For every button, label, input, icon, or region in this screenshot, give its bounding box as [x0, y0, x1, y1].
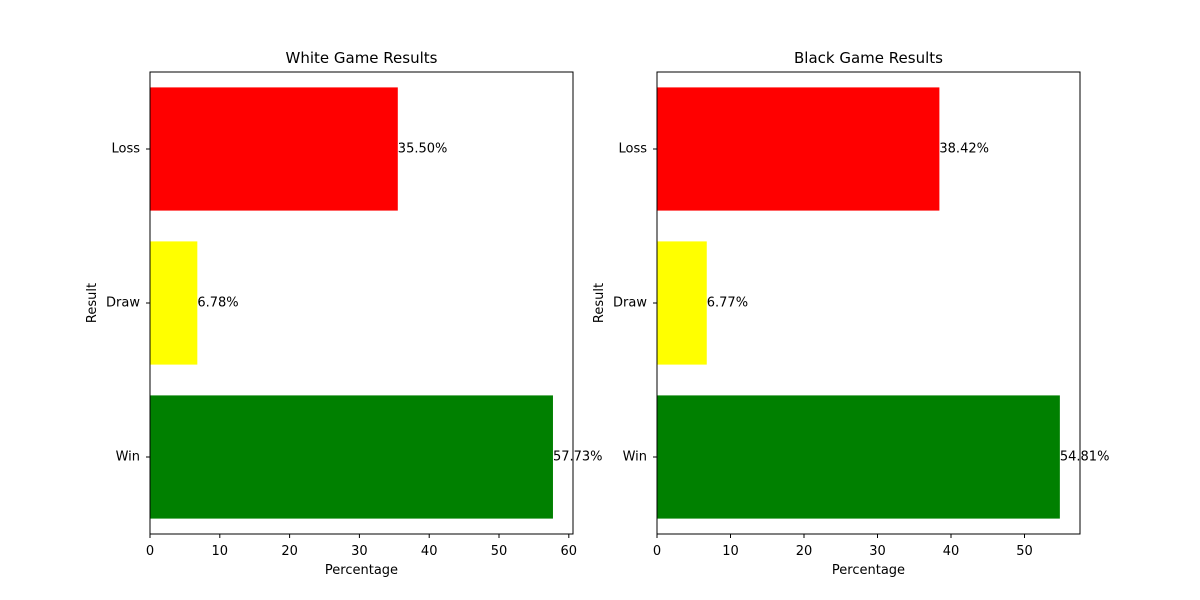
y-tick-label: Draw [106, 296, 140, 311]
value-label-draw: 6.78% [197, 296, 238, 311]
x-axis-label: Percentage [325, 563, 398, 578]
y-tick-label: Win [623, 450, 647, 465]
chart-title: White Game Results [286, 49, 438, 67]
x-tick-label: 40 [421, 544, 438, 559]
bar-draw [150, 241, 198, 365]
y-axis-label: Result [85, 283, 100, 323]
x-tick-label: 40 [943, 544, 960, 559]
x-tick-label: 20 [796, 544, 813, 559]
value-label-loss: 35.50% [398, 142, 448, 157]
y-tick-label: Draw [613, 296, 647, 311]
y-axis-label: Result [592, 283, 607, 323]
x-tick-label: 30 [351, 544, 368, 559]
bar-draw [657, 241, 707, 365]
bar-win [657, 395, 1060, 519]
bar-loss [150, 87, 398, 211]
value-label-draw: 6.77% [707, 296, 748, 311]
x-tick-label: 20 [281, 544, 298, 559]
x-tick-label: 10 [722, 544, 739, 559]
y-tick-label: Win [116, 450, 140, 465]
x-tick-label: 0 [653, 544, 661, 559]
chart-title: Black Game Results [794, 49, 943, 67]
x-tick-label: 30 [869, 544, 886, 559]
x-tick-label: 10 [212, 544, 229, 559]
white-results-chart: 57.73% 6.78% 35.50% 0 10 20 30 40 50 60 Win Draw Los… [85, 49, 603, 578]
bar-win [150, 395, 553, 519]
y-tick-label: Loss [618, 142, 647, 157]
y-tick-label: Loss [111, 142, 140, 157]
value-label-win: 54.81% [1060, 450, 1110, 465]
black-results-chart: 54.81% 6.77% 38.42% 0 10 20 30 40 50 Win Draw Loss B… [592, 49, 1109, 578]
value-label-win: 57.73% [553, 450, 603, 465]
x-tick-label: 50 [1016, 544, 1033, 559]
x-axis-label: Percentage [832, 563, 905, 578]
x-tick-label: 0 [146, 544, 154, 559]
x-tick-label: 50 [491, 544, 508, 559]
value-label-loss: 38.42% [939, 142, 989, 157]
bar-loss [657, 87, 940, 211]
x-tick-label: 60 [561, 544, 578, 559]
